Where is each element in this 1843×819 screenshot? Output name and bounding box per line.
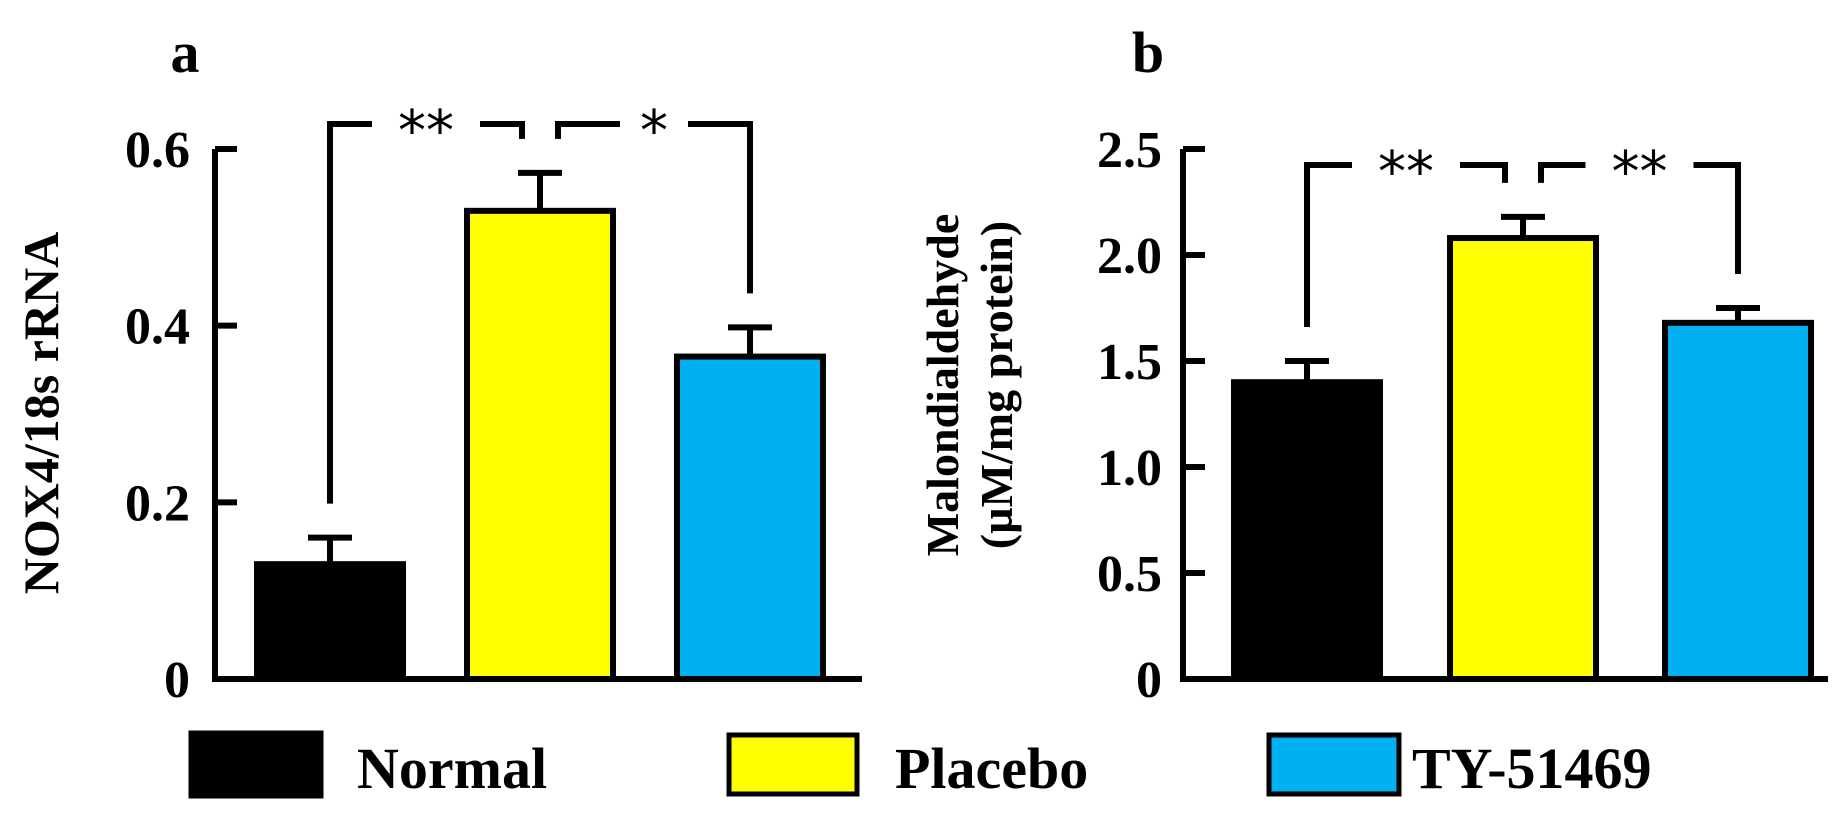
panel-b-bar-placebo [1447,235,1599,682]
panel-a-letter: a [171,20,200,85]
panel-b-y-tick-label: 1.0 [1097,440,1162,497]
panel-b-significance-bracket [1538,162,1741,274]
panel-b-bar-ty51469 [1662,319,1814,682]
legend-label-ty51469: TY-51469 [1412,736,1652,801]
panel-b-bar-normal [1231,379,1383,682]
panel-a-y-tick-label: 0.2 [125,475,190,532]
panel-a-significance-bracket [555,121,753,294]
panel-a-bar-normal [254,561,406,683]
panel-b-significance-label: ** [1612,140,1668,205]
panel-a-bar-placebo [464,207,616,682]
panel-a-y-tick-label: 0.4 [125,299,190,356]
panel-b-y-tick-label: 2.0 [1097,228,1162,285]
legend-swatch-ty51469 [1266,732,1402,797]
panel-a-y-tick-label: 0 [164,652,190,709]
panel-a-bar-ty51469 [674,353,826,682]
panel-b-y-axis-label-line2: (µM/mg protein) [971,221,1022,549]
panel-a-significance-bracket [327,121,525,504]
panel-a-y-tick-label: 0.6 [125,122,190,179]
panel-b-letter: b [1132,20,1164,85]
panel-b-y-tick-label: 0 [1136,652,1162,709]
panel-a-significance-label: ** [398,99,454,164]
panel-b: b Malondialdehyde (µM/mg protein) 0 0.5 1.… [917,20,1828,709]
panel-b-y-tick-label: 1.5 [1097,334,1162,391]
panel-b-y-axis-label-line1: Malondialdehyde [917,214,968,557]
panel-a-y-axis-label: NOX4/18s rRNA [13,232,69,594]
panel-a-significance-label: * [640,99,668,164]
legend-swatch-normal [188,730,324,799]
panel-b-significance-label: ** [1378,140,1434,205]
legend-label-normal: Normal [357,736,547,801]
panel-b-y-tick-label: 0.5 [1097,546,1162,603]
panel-b-y-tick-label: 2.5 [1097,122,1162,179]
legend-swatch-placebo [726,732,860,797]
panel-a: a NOX4/18s rRNA 00.20.40.6 ** * [13,20,862,709]
legend-label-placebo: Placebo [895,736,1088,801]
panel-b-significance-bracket [1304,162,1508,327]
legend: Normal Placebo TY-51469 [188,730,1652,801]
